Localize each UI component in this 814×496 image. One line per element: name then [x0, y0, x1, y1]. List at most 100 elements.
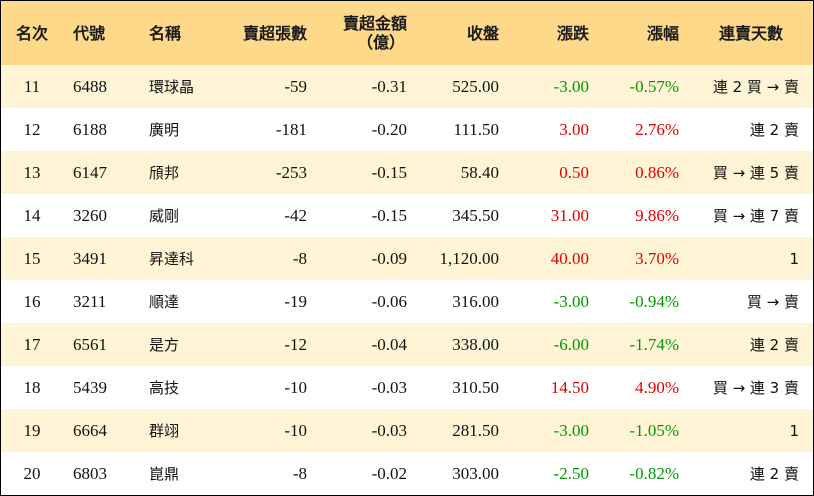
- cell-code: 6147: [73, 162, 107, 182]
- cell-name: 是方: [149, 336, 180, 354]
- cell-net-sell-amount: -0.09: [371, 248, 407, 268]
- cell-change-pct: 9.86%: [635, 205, 679, 225]
- cell-net-sell-amount: -0.03: [371, 377, 407, 397]
- table-row[interactable]: 11 6488 環球晶 -59 -0.31 525.00 -3.00 -0.57% 連 2 買 …: [1, 65, 813, 108]
- cell-net-sell-amount: -0.04: [371, 334, 407, 354]
- cell-name: 崑鼎: [149, 465, 180, 483]
- cell-change: 0.50: [559, 162, 589, 182]
- cell-close: 338.00: [452, 334, 499, 354]
- cell-close: 111.50: [453, 119, 500, 139]
- table-row[interactable]: 13 6147 頎邦 -253 -0.15 58.40 0.50 0.86% 買 → 連 5 賣: [1, 151, 813, 194]
- header-net-sell-shares[interactable]: 賣超張數: [242, 23, 307, 43]
- cell-code: 6561: [73, 334, 107, 354]
- cell-net-sell-shares: -181: [275, 119, 307, 139]
- header-rank[interactable]: 名次: [15, 23, 48, 43]
- cell-name: 昇達科: [149, 250, 195, 268]
- cell-code: 6188: [73, 119, 107, 139]
- cell-change: -3.00: [553, 420, 589, 440]
- cell-rank: 13: [23, 162, 41, 182]
- cell-change-pct: 3.70%: [635, 248, 679, 268]
- cell-change: -2.50: [553, 463, 589, 483]
- cell-code: 3491: [73, 248, 107, 268]
- cell-close: 58.40: [460, 162, 499, 182]
- header-code[interactable]: 代號: [73, 23, 106, 43]
- table-row[interactable]: 19 6664 群翊 -10 -0.03 281.50 -3.00 -1.05% 1: [1, 409, 813, 452]
- header-close[interactable]: 收盤: [466, 23, 499, 43]
- cell-rank: 14: [23, 205, 41, 225]
- cell-code: 5439: [73, 377, 107, 397]
- cell-streak: 連 2 買 → 賣: [712, 78, 799, 96]
- cell-net-sell-shares: -42: [284, 205, 307, 225]
- table-row[interactable]: 12 6188 廣明 -181 -0.20 111.50 3.00 2.76% 連 2 賣: [1, 108, 813, 151]
- cell-close: 525.00: [452, 76, 499, 96]
- cell-code: 3211: [73, 291, 107, 311]
- cell-rank: 16: [23, 291, 41, 311]
- header-change[interactable]: 漲跌: [556, 23, 589, 43]
- cell-name: 群翊: [149, 422, 180, 440]
- table-row[interactable]: 18 5439 高技 -10 -0.03 310.50 14.50 4.90% 買 → 連 3 …: [1, 366, 813, 409]
- cell-net-sell-shares: -10: [284, 420, 307, 440]
- cell-code: 6803: [73, 463, 107, 483]
- cell-streak: 買 → 連 3 賣: [712, 379, 799, 397]
- cell-streak: 連 2 賣: [749, 336, 799, 354]
- cell-change: -3.00: [553, 76, 589, 96]
- header-change-pct[interactable]: 漲幅: [646, 23, 679, 43]
- cell-net-sell-shares: -10: [284, 377, 307, 397]
- cell-change: 14.50: [550, 377, 589, 397]
- cell-net-sell-amount: -0.02: [371, 463, 407, 483]
- table-row[interactable]: 20 6803 崑鼎 -8 -0.02 303.00 -2.50 -0.82% 連 2 賣: [1, 452, 813, 495]
- table-body: 11 6488 環球晶 -59 -0.31 525.00 -3.00 -0.57% 連 2 買 …: [1, 65, 813, 495]
- cell-close: 303.00: [452, 463, 499, 483]
- cell-change: 31.00: [550, 205, 589, 225]
- cell-change: -6.00: [553, 334, 589, 354]
- header-net-sell-amount-unit: （億）: [356, 33, 405, 52]
- cell-streak: 買 → 連 7 賣: [712, 207, 799, 225]
- cell-rank: 20: [23, 463, 41, 483]
- cell-code: 6664: [73, 420, 107, 440]
- cell-name: 順達: [149, 293, 180, 311]
- cell-rank: 12: [23, 119, 41, 139]
- cell-change: -3.00: [553, 291, 589, 311]
- header-net-sell-amount[interactable]: 賣超金額 （億）: [317, 1, 417, 65]
- header-name[interactable]: 名稱: [149, 23, 182, 43]
- cell-change-pct: 2.76%: [635, 119, 679, 139]
- table-row[interactable]: 15 3491 昇達科 -8 -0.09 1,120.00 40.00 3.70% 1: [1, 237, 813, 280]
- cell-close: 281.50: [452, 420, 499, 440]
- cell-change-pct: -0.57%: [629, 76, 679, 96]
- cell-streak: 買 → 賣: [746, 293, 799, 311]
- cell-code: 6488: [73, 76, 107, 96]
- cell-close: 310.50: [452, 377, 499, 397]
- cell-streak: 買 → 連 5 賣: [712, 164, 799, 182]
- cell-net-sell-shares: -253: [275, 162, 307, 182]
- table-row[interactable]: 16 3211 順達 -19 -0.06 316.00 -3.00 -0.94% 買 → 賣: [1, 280, 813, 323]
- header-streak[interactable]: 連賣天數: [718, 23, 783, 43]
- cell-net-sell-shares: -59: [284, 76, 307, 96]
- cell-rank: 19: [23, 420, 41, 440]
- cell-net-sell-amount: -0.06: [371, 291, 407, 311]
- cell-close: 345.50: [452, 205, 499, 225]
- cell-net-sell-amount: -0.03: [371, 420, 407, 440]
- cell-close: 316.00: [452, 291, 499, 311]
- cell-change-pct: -1.74%: [629, 334, 679, 354]
- cell-streak: 連 2 賣: [749, 121, 799, 139]
- cell-change-pct: -0.82%: [629, 463, 679, 483]
- cell-net-sell-amount: -0.15: [371, 162, 407, 182]
- table-row[interactable]: 14 3260 威剛 -42 -0.15 345.50 31.00 9.86% 買 → 連 7 …: [1, 194, 813, 237]
- header-net-sell-amount-label: 賣超金額: [342, 14, 407, 33]
- table-row[interactable]: 17 6561 是方 -12 -0.04 338.00 -6.00 -1.74% 連 2 賣: [1, 323, 813, 366]
- cell-streak: 1: [789, 421, 799, 440]
- cell-name: 廣明: [149, 121, 180, 139]
- table-header-row: 名次 代號 名稱 賣超張數 賣超金額 （億） 收盤 漲跌 漲幅 連賣天數: [1, 1, 813, 65]
- cell-name: 頎邦: [149, 164, 180, 182]
- cell-close: 1,120.00: [439, 248, 500, 268]
- cell-change-pct: 4.90%: [635, 377, 679, 397]
- cell-name: 環球晶: [149, 78, 195, 96]
- cell-rank: 11: [23, 76, 41, 96]
- cell-net-sell-shares: -8: [292, 463, 307, 483]
- cell-rank: 17: [23, 334, 41, 354]
- cell-streak: 1: [789, 249, 799, 268]
- cell-name: 威剛: [149, 207, 180, 225]
- cell-name: 高技: [149, 379, 180, 397]
- cell-change-pct: -1.05%: [629, 420, 679, 440]
